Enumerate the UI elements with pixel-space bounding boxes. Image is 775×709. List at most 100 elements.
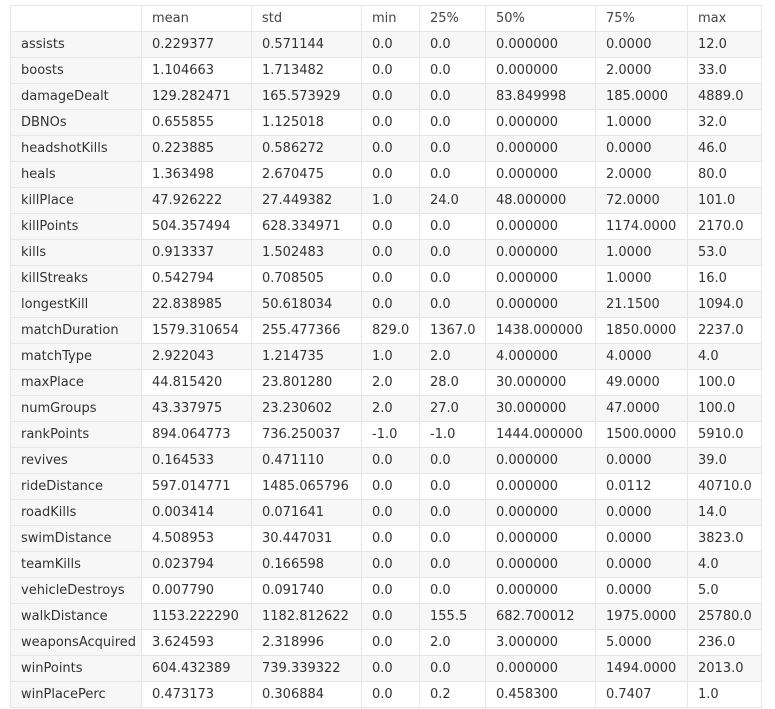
table-cell: 0.0 [361, 291, 420, 318]
table-cell: 0.023794 [141, 551, 252, 578]
table-cell: 0.0 [419, 551, 486, 578]
table-cell: 1.0000 [595, 109, 688, 136]
describe-table: mean std min 25% 50% 75% max assists 0.229377 0.… [10, 5, 762, 708]
table-cell: 0.000000 [485, 473, 596, 500]
table-row: numGroups 43.337975 23.230602 2.0 27.0 30.000… [10, 395, 762, 422]
table-cell: 1975.0000 [595, 603, 688, 630]
column-header: min [361, 5, 420, 32]
table-cell: 1.502483 [251, 239, 362, 266]
table-cell: 33.0 [687, 57, 762, 84]
row-label: matchType [10, 343, 142, 370]
table-cell: 129.282471 [141, 83, 252, 110]
table-cell: 0.0 [419, 265, 486, 292]
table-row: killStreaks 0.542794 0.708505 0.0 0.0 0.00000… [10, 265, 762, 292]
table-cell: 1367.0 [419, 317, 486, 344]
table-cell: 100.0 [687, 369, 762, 396]
table-cell: 30.000000 [485, 395, 596, 422]
table-cell: 30.000000 [485, 369, 596, 396]
table-cell: 0.0000 [595, 135, 688, 162]
table-cell: 2.0000 [595, 161, 688, 188]
table-cell: 4.0000 [595, 343, 688, 370]
table-cell: 1153.222290 [141, 603, 252, 630]
table-cell: 16.0 [687, 265, 762, 292]
table-cell: 0.007790 [141, 577, 252, 604]
table-row: vehicleDestroys 0.007790 0.091740 0.0 0.0 0.0… [10, 577, 762, 604]
table-cell: 0.0 [361, 525, 420, 552]
table-cell: 49.0000 [595, 369, 688, 396]
table-row: assists 0.229377 0.571144 0.0 0.0 0.000000 0.0… [10, 31, 762, 58]
row-label: matchDuration [10, 317, 142, 344]
table-cell: 0.000000 [485, 525, 596, 552]
table-cell: 0.0 [361, 213, 420, 240]
row-label: assists [10, 31, 142, 58]
table-cell: -1.0 [419, 421, 486, 448]
table-cell: 0.0 [361, 551, 420, 578]
table-cell: 32.0 [687, 109, 762, 136]
table-cell: 0.655855 [141, 109, 252, 136]
row-label: teamKills [10, 551, 142, 578]
row-label: kills [10, 239, 142, 266]
table-cell: 0.0 [419, 109, 486, 136]
table-cell: 4.000000 [485, 343, 596, 370]
row-label: heals [10, 161, 142, 188]
table-cell: 255.477366 [251, 317, 362, 344]
table-cell: 1.0000 [595, 265, 688, 292]
table-cell: 604.432389 [141, 655, 252, 682]
table-row: teamKills 0.023794 0.166598 0.0 0.0 0.000000 0… [10, 551, 762, 578]
table-cell: 1.0 [361, 187, 420, 214]
table-cell: 80.0 [687, 161, 762, 188]
table-cell: 21.1500 [595, 291, 688, 318]
table-cell: 3.000000 [485, 629, 596, 656]
table-cell: 2.0 [419, 629, 486, 656]
table-cell: 0.000000 [485, 655, 596, 682]
column-header: 25% [419, 5, 486, 32]
table-cell: 0.000000 [485, 447, 596, 474]
table-cell: 12.0 [687, 31, 762, 58]
row-label: walkDistance [10, 603, 142, 630]
table-cell: 504.357494 [141, 213, 252, 240]
table-cell: 0.0 [419, 213, 486, 240]
row-label: boosts [10, 57, 142, 84]
table-cell: 0.0000 [595, 447, 688, 474]
table-row: heals 1.363498 2.670475 0.0 0.0 0.000000 2.000… [10, 161, 762, 188]
table-cell: 0.0 [361, 681, 420, 708]
table-cell: 2.0 [361, 395, 420, 422]
table-cell: 0.000000 [485, 109, 596, 136]
row-label: rankPoints [10, 421, 142, 448]
table-cell: 0.000000 [485, 499, 596, 526]
table-cell: 1500.0000 [595, 421, 688, 448]
table-cell: 236.0 [687, 629, 762, 656]
table-cell: 0.0 [361, 447, 420, 474]
table-cell: 829.0 [361, 317, 420, 344]
table-cell: 53.0 [687, 239, 762, 266]
table-cell: 0.708505 [251, 265, 362, 292]
table-cell: 185.0000 [595, 83, 688, 110]
table-cell: 5.0 [687, 577, 762, 604]
table-cell: 46.0 [687, 135, 762, 162]
table-cell: 2170.0 [687, 213, 762, 240]
row-label: revives [10, 447, 142, 474]
table-cell: 155.5 [419, 603, 486, 630]
table-cell: 165.573929 [251, 83, 362, 110]
table-cell: 0.0000 [595, 577, 688, 604]
table-cell: 4.0 [687, 551, 762, 578]
table-cell: 0.0 [419, 525, 486, 552]
column-header: 50% [485, 5, 596, 32]
table-cell: 1485.065796 [251, 473, 362, 500]
table-row: killPlace 47.926222 27.449382 1.0 24.0 48.000… [10, 187, 762, 214]
table-cell: 0.0 [361, 473, 420, 500]
table-cell: 0.0000 [595, 525, 688, 552]
table-row: swimDistance 4.508953 30.447031 0.0 0.0 0.000… [10, 525, 762, 552]
table-body: assists 0.229377 0.571144 0.0 0.0 0.000000 0.0… [10, 31, 762, 708]
table-cell: 0.7407 [595, 681, 688, 708]
table-cell: 0.0 [361, 135, 420, 162]
table-row: weaponsAcquired 3.624593 2.318996 0.0 2.0 3.0… [10, 629, 762, 656]
table-cell: 24.0 [419, 187, 486, 214]
table-cell: 47.926222 [141, 187, 252, 214]
row-label: DBNOs [10, 109, 142, 136]
row-label: winPlacePerc [10, 681, 142, 708]
row-label: damageDealt [10, 83, 142, 110]
table-cell: 0.542794 [141, 265, 252, 292]
table-cell: 1.104663 [141, 57, 252, 84]
table-cell: 3823.0 [687, 525, 762, 552]
